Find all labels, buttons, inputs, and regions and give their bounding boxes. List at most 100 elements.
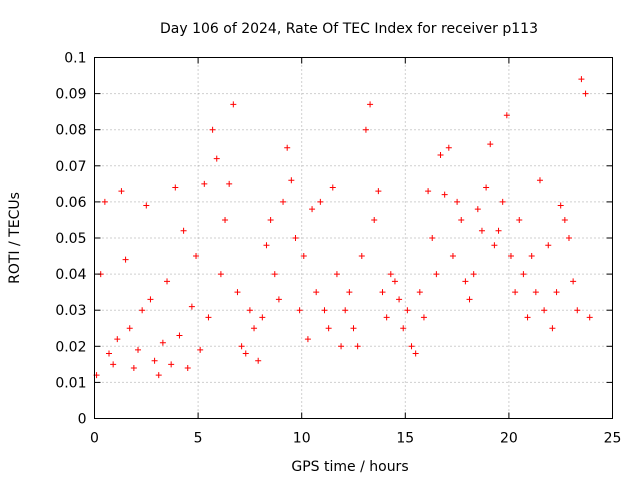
data-point <box>425 188 432 195</box>
data-point <box>516 216 523 223</box>
data-point <box>122 256 129 263</box>
data-point <box>474 206 481 213</box>
data-point <box>288 177 295 184</box>
data-point <box>553 289 560 296</box>
data-point <box>300 253 307 260</box>
data-point <box>478 227 485 234</box>
data-point <box>503 112 510 119</box>
y-tick-label: 0.1 <box>64 51 86 67</box>
y-tick-label: 0.02 <box>55 339 86 355</box>
data-point <box>230 101 237 108</box>
data-point <box>507 253 514 260</box>
data-point <box>193 253 200 260</box>
data-point <box>205 314 212 321</box>
data-point <box>176 332 183 339</box>
data-point <box>296 307 303 314</box>
data-point <box>520 271 527 278</box>
chart-title: Day 106 of 2024, Rate Of TEC Index for r… <box>160 21 538 37</box>
y-tick-label: 0.08 <box>55 123 86 139</box>
data-point <box>346 289 353 296</box>
data-point <box>164 278 171 285</box>
x-tick-label: 15 <box>396 431 414 447</box>
data-point <box>561 216 568 223</box>
data-point <box>201 180 208 187</box>
data-point <box>304 336 311 343</box>
data-point <box>338 343 345 350</box>
data-point <box>325 325 332 332</box>
data-point <box>217 271 224 278</box>
x-tick-label: 0 <box>90 431 99 447</box>
data-point <box>263 242 270 249</box>
data-point <box>391 278 398 285</box>
data-point <box>251 325 258 332</box>
grid-lines <box>94 57 613 419</box>
data-point <box>126 325 133 332</box>
x-axis-label: GPS time / hours <box>291 459 408 475</box>
x-tick-label: 20 <box>500 431 518 447</box>
data-point <box>433 271 440 278</box>
data-point <box>259 314 266 321</box>
data-point <box>532 289 539 296</box>
data-point <box>545 242 552 249</box>
y-tick-label: 0.05 <box>55 231 86 247</box>
data-point <box>255 357 262 364</box>
data-point <box>139 307 146 314</box>
data-point <box>197 346 204 353</box>
data-point <box>483 184 490 191</box>
data-point <box>437 151 444 158</box>
data-point <box>387 271 394 278</box>
data-point <box>466 296 473 303</box>
data-point <box>458 216 465 223</box>
data-point <box>226 180 233 187</box>
data-point <box>350 325 357 332</box>
data-point <box>416 289 423 296</box>
data-point <box>582 90 589 97</box>
data-point <box>271 271 278 278</box>
data-point <box>222 216 229 223</box>
data-point <box>354 343 361 350</box>
x-tick-label: 5 <box>194 431 203 447</box>
data-point <box>184 364 191 371</box>
y-tick-label: 0.09 <box>55 87 86 103</box>
data-point <box>470 271 477 278</box>
data-point <box>499 198 506 205</box>
data-point <box>449 253 456 260</box>
data-point <box>557 202 564 209</box>
data-point <box>151 357 158 364</box>
data-point <box>180 227 187 234</box>
data-point <box>404 307 411 314</box>
data-point <box>379 289 386 296</box>
data-point <box>342 307 349 314</box>
data-point <box>400 325 407 332</box>
y-axis-label: ROTI / TECUs <box>7 192 23 284</box>
y-tick-label: 0 <box>78 412 87 428</box>
data-point <box>487 141 494 148</box>
data-point <box>367 101 374 108</box>
data-point <box>135 346 142 353</box>
data-point <box>375 188 382 195</box>
data-point <box>383 314 390 321</box>
data-point <box>275 296 282 303</box>
data-point <box>371 216 378 223</box>
data-point <box>454 198 461 205</box>
data-point <box>213 155 220 162</box>
y-tick-label: 0.06 <box>55 195 86 211</box>
data-point <box>358 253 365 260</box>
axis-ticks: 0 0.01 0.02 0.03 0.04 0.05 0.06 0.07 0.08 0.09 0.1… <box>55 51 621 447</box>
data-point <box>528 253 535 260</box>
data-point <box>159 339 166 346</box>
data-point <box>512 289 519 296</box>
data-point <box>574 307 581 314</box>
y-tick-label: 0.01 <box>55 375 86 391</box>
data-point <box>284 144 291 151</box>
data-points <box>93 76 593 379</box>
data-point <box>168 361 175 368</box>
data-point <box>172 184 179 191</box>
data-point <box>495 227 502 234</box>
data-point <box>549 325 556 332</box>
data-point <box>362 126 369 133</box>
data-point <box>445 144 452 151</box>
data-point <box>396 296 403 303</box>
data-point <box>106 350 113 357</box>
data-point <box>209 126 216 133</box>
